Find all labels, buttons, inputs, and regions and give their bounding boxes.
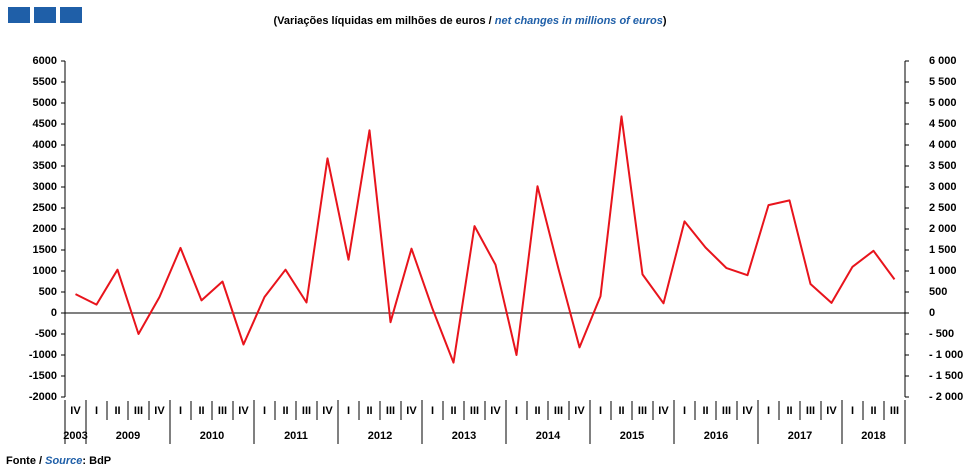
quarter-label: III [386,405,395,417]
quarter-label: III [302,405,311,417]
year-label: 2016 [704,430,728,442]
quarter-label: II [870,405,876,417]
logo-block [8,7,30,23]
quarter-label: III [722,405,731,417]
y-tick-label: 5500 [33,76,57,88]
quarter-label: I [347,405,350,417]
logo-block [34,7,56,23]
y-tick-label: 6000 [33,55,57,67]
y-tick-label: -1000 [29,349,57,361]
source-pt: Fonte / [6,455,42,467]
year-label: 2013 [452,430,476,442]
y2-tick-label: 4 000 [929,139,957,151]
quarter-label: IV [238,405,249,417]
y2-tick-label: 6 000 [929,55,957,67]
chart-title: (Variações líquidas em milhões de euros … [273,15,666,27]
quarter-label: I [599,405,602,417]
quarter-label: I [95,405,98,417]
y2-tick-label: - 500 [929,328,954,340]
quarter-label: I [263,405,266,417]
y-tick-label: 0 [51,307,57,319]
source-rest: : BdP [82,455,111,467]
y-tick-label: 4500 [33,118,57,130]
y2-tick-label: 4 500 [929,118,957,130]
y2-tick-label: 2 000 [929,223,957,235]
logo-block [60,7,82,23]
y-tick-label: 1500 [33,244,57,256]
quarter-label: I [767,405,770,417]
quarter-label: II [534,405,540,417]
quarter-label: IV [742,405,753,417]
quarter-label: III [638,405,647,417]
quarter-label: II [618,405,624,417]
quarter-label: I [431,405,434,417]
quarter-label: I [851,405,854,417]
y-tick-label: -500 [35,328,57,340]
y2-tick-label: 0 [929,307,935,319]
quarter-label: IV [658,405,669,417]
y2-tick-label: - 2 000 [929,391,963,403]
quarter-label: III [134,405,143,417]
y-tick-label: 5000 [33,97,57,109]
y-tick-label: -2000 [29,391,57,403]
year-label: 2009 [116,430,140,442]
year-label: 2017 [788,430,812,442]
y-tick-label: 3500 [33,160,57,172]
year-label: 2003 [63,430,87,442]
quarter-label: II [450,405,456,417]
y-tick-label: 2500 [33,202,57,214]
y-tick-label: 3000 [33,181,57,193]
year-label: 2010 [200,430,224,442]
y2-tick-label: 1 000 [929,265,957,277]
quarter-label: I [683,405,686,417]
y2-tick-label: 3 500 [929,160,957,172]
title-close: ) [663,15,667,27]
quarter-label: IV [406,405,417,417]
title-en: net changes in millions of euros [495,15,663,27]
quarter-label: II [198,405,204,417]
quarter-label: II [702,405,708,417]
quarter-label: II [786,405,792,417]
y2-tick-label: 5 500 [929,76,957,88]
quarter-label: III [890,405,899,417]
y2-tick-label: 5 000 [929,97,957,109]
year-label: 2014 [536,430,561,442]
quarter-label: III [554,405,563,417]
y2-tick-label: 3 000 [929,181,957,193]
y2-tick-label: - 1 000 [929,349,963,361]
data-line [75,115,896,364]
y-tick-label: 500 [39,286,57,298]
year-label: 2011 [284,430,308,442]
y-tick-label: 2000 [33,223,57,235]
quarter-label: IV [826,405,837,417]
quarter-label: IV [154,405,165,417]
y-tick-label: 1000 [33,265,57,277]
y2-tick-label: 2 500 [929,202,957,214]
y2-tick-label: 500 [929,286,947,298]
y2-tick-label: 1 500 [929,244,957,256]
quarter-label: III [218,405,227,417]
quarter-label: II [366,405,372,417]
quarter-label: III [806,405,815,417]
year-label: 2018 [861,430,885,442]
y2-tick-label: - 1 500 [929,370,963,382]
quarter-label: III [470,405,479,417]
quarter-label: II [282,405,288,417]
year-label: 2015 [620,430,644,442]
y-tick-label: 4000 [33,139,57,151]
quarter-label: I [515,405,518,417]
quarter-label: IV [70,405,81,417]
title-pt: (Variações líquidas em milhões de euros … [273,15,491,27]
quarter-label: I [179,405,182,417]
y-tick-label: -1500 [29,370,57,382]
quarter-label: II [114,405,120,417]
quarter-label: IV [322,405,333,417]
source-en: Source [45,455,82,467]
year-label: 2012 [368,430,392,442]
source: Fonte / Source: BdP [6,455,111,467]
quarter-label: IV [490,405,501,417]
quarter-label: IV [574,405,585,417]
